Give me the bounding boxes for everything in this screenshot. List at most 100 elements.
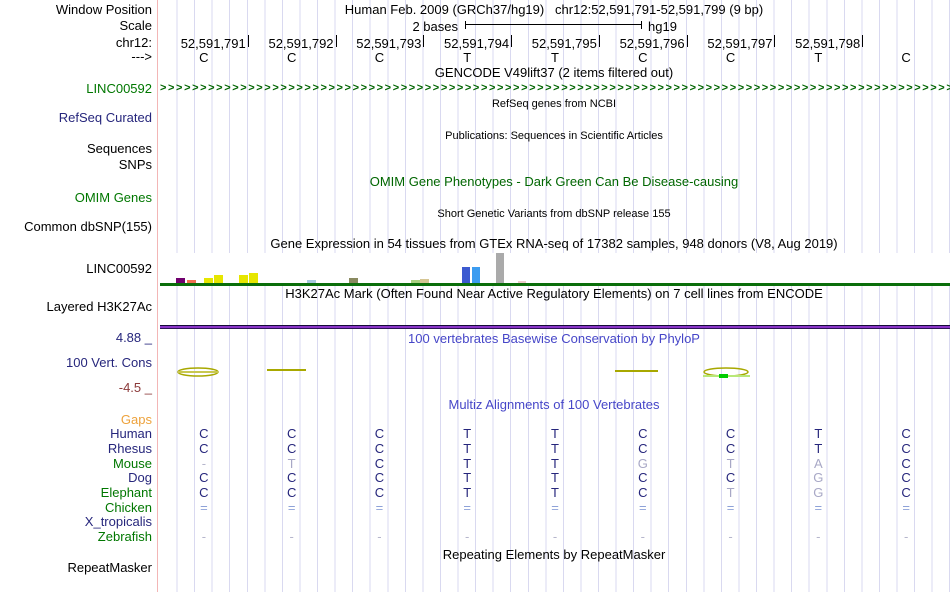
conservation-track-title[interactable]: 100 vertebrates Basewise Conservation by… — [408, 331, 700, 346]
alignment-base: C — [374, 456, 385, 471]
scale-label: Scale — [119, 18, 152, 33]
ruler-tick — [511, 35, 513, 47]
alignment-base: C — [725, 470, 736, 485]
refseq-curated-label[interactable]: RefSeq Curated — [58, 110, 152, 125]
alignment-base: C — [199, 470, 209, 485]
species-label-gaps[interactable]: Gaps — [120, 412, 152, 427]
dbsnp-track-title[interactable]: Short Genetic Variants from dbSNP releas… — [437, 208, 671, 220]
conservation-label[interactable]: 100 Vert. Cons — [66, 355, 152, 370]
omim-track-title[interactable]: OMIM Gene Phenotypes - Dark Green Can Be… — [369, 174, 739, 189]
species-label-dog[interactable]: Dog — [128, 470, 152, 485]
alignment-base: A — [813, 456, 823, 471]
alignment-base: T — [551, 456, 559, 471]
ruler-tick — [774, 35, 776, 47]
alignment-base: - — [201, 529, 207, 544]
gtex-tissue-bar — [411, 280, 420, 283]
species-label-human[interactable]: Human — [110, 426, 152, 441]
ruler-tick — [423, 35, 425, 47]
alignment-base: - — [552, 529, 558, 544]
alignment-base: - — [465, 529, 470, 544]
gtex-tissue-bar — [187, 280, 196, 283]
label-track-divider — [157, 0, 158, 592]
gtex-baseline — [160, 283, 950, 286]
ruler-position: 52,591,793 — [356, 36, 422, 51]
species-label-x_tropicalis[interactable]: X_tropicalis — [84, 514, 152, 529]
refseq-track-title[interactable]: RefSeq genes from NCBI — [491, 98, 617, 110]
gtex-gene-label[interactable]: LINC00592 — [86, 261, 152, 276]
reference-base: T — [463, 50, 472, 65]
alignment-base: C — [638, 426, 648, 441]
alignment-base: T — [287, 456, 296, 471]
alignment-base: G — [813, 470, 824, 485]
alignment-base: C — [286, 426, 297, 441]
reference-base: C — [725, 50, 736, 65]
window-position-label: Window Position — [55, 2, 152, 17]
reference-base: T — [814, 50, 823, 65]
alignment-base: T — [463, 456, 472, 471]
alignment-base: T — [814, 426, 823, 441]
alignment-base: C — [199, 485, 209, 500]
alignment-base: = — [814, 500, 823, 515]
ruler-tick — [335, 35, 337, 47]
alignment-base: C — [901, 456, 911, 471]
alignment-base: C — [638, 441, 648, 456]
sequences-label[interactable]: Sequences — [86, 141, 152, 156]
alignment-base: T — [463, 485, 472, 500]
alignment-base: - — [903, 529, 909, 544]
species-label-chicken[interactable]: Chicken — [105, 500, 152, 515]
alignment-base: T — [551, 470, 559, 485]
ruler-position: 52,591,792 — [268, 36, 334, 51]
reference-base: C — [374, 50, 385, 65]
alignment-base: = — [287, 500, 296, 515]
alignment-base: T — [463, 470, 472, 485]
alignment-base: C — [374, 485, 385, 500]
alignment-base: = — [463, 500, 472, 515]
alignment-base: T — [551, 485, 559, 500]
alignment-base: G — [637, 456, 648, 471]
alignment-base: C — [725, 426, 736, 441]
omim-genes-label[interactable]: OMIM Genes — [74, 190, 152, 205]
alignment-base: C — [199, 426, 209, 441]
alignment-base: C — [199, 441, 209, 456]
alignment-base: - — [201, 456, 207, 471]
gtex-tissue-bar — [307, 280, 316, 283]
alignment-base: C — [286, 485, 297, 500]
alignment-base: = — [551, 500, 559, 515]
species-label-elephant[interactable]: Elephant — [100, 485, 152, 500]
repeatmasker-track-title[interactable]: Repeating Elements by RepeatMasker — [442, 547, 666, 562]
gtex-expression-panel[interactable] — [160, 253, 950, 283]
gtex-track-title[interactable]: Gene Expression in 54 tissues from GTEx … — [270, 236, 838, 251]
reference-base: C — [199, 50, 209, 65]
multiz-track-title[interactable]: Multiz Alignments of 100 Vertebrates — [448, 397, 660, 412]
alignment-base: - — [640, 529, 645, 544]
alignment-base: C — [374, 441, 385, 456]
gtex-tissue-bar — [462, 267, 470, 283]
h3k27ac-track-title[interactable]: H3K27Ac Mark (Often Found Near Active Re… — [285, 286, 823, 301]
common-dbsnp-label[interactable]: Common dbSNP(155) — [24, 219, 152, 234]
snps-label[interactable]: SNPs — [118, 157, 152, 172]
alignment-base: - — [289, 529, 294, 544]
alignment-base: - — [377, 529, 382, 544]
alignment-base: - — [728, 529, 733, 544]
species-label-mouse[interactable]: Mouse — [112, 456, 152, 471]
alignment-base: G — [813, 485, 824, 500]
gtex-tissue-bar — [249, 273, 258, 283]
layered-h3k27ac-label[interactable]: Layered H3K27Ac — [46, 299, 152, 314]
gencode-track-title[interactable]: GENCODE V49lift37 (2 items filtered out) — [434, 65, 674, 80]
alignment-base: C — [638, 485, 648, 500]
species-label-zebrafish[interactable]: Zebrafish — [97, 529, 152, 544]
ruler-position: 52,591,797 — [707, 36, 773, 51]
h3k27ac-layered-signal[interactable] — [160, 325, 950, 329]
gencode-gene-label[interactable]: LINC00592 — [86, 81, 152, 96]
alignment-base: C — [901, 470, 911, 485]
alignment-base: T — [463, 426, 472, 441]
species-label-rhesus[interactable]: Rhesus — [107, 441, 152, 456]
alignment-base: = — [726, 500, 735, 515]
alignment-base: T — [726, 456, 735, 471]
repeatmasker-label[interactable]: RepeatMasker — [67, 560, 152, 575]
alignment-base: T — [463, 441, 472, 456]
alignment-base: C — [374, 426, 385, 441]
gene-strand-arrows[interactable]: >>>>>>>>>>>>>>>>>>>>>>>>>>>>>>>>>>>>>>>>… — [160, 82, 950, 94]
assembly-name: hg19 — [648, 19, 677, 34]
publications-track-title[interactable]: Publications: Sequences in Scientific Ar… — [445, 130, 663, 142]
